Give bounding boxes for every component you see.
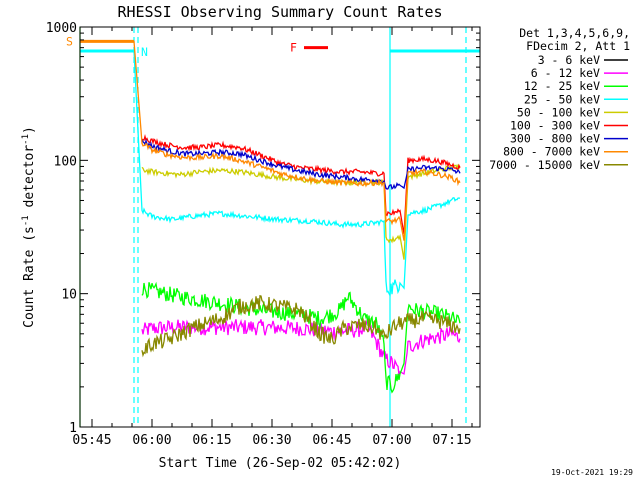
series-line — [141, 318, 461, 376]
legend-entry-label: 25 - 50 keV — [524, 92, 600, 106]
y-axis-label: Count Rate (s-1 detector-1) — [21, 126, 37, 328]
x-tick-label: 07:15 — [432, 433, 471, 448]
series-line — [141, 295, 461, 358]
legend-entry-label: 3 - 6 keV — [538, 53, 600, 67]
chart-title: RHESSI Observing Summary Count Rates — [117, 3, 442, 21]
legend: Det 1,3,4,5,6,9, FDecim 2, Att 1 3 - 6 k… — [489, 26, 630, 172]
x-tick-label: 06:30 — [252, 433, 291, 448]
series-lines — [80, 40, 461, 394]
x-tick-label: 05:45 — [72, 433, 111, 448]
legend-entry-label: 800 - 7000 keV — [503, 145, 600, 159]
flag-bars: SN F — [66, 34, 480, 59]
x-axis-ticks: 05:45 06:00 06:15 06:30 06:45 07:00 07:15 — [72, 27, 473, 448]
legend-entry-label: 100 - 300 keV — [510, 119, 600, 133]
flag-annotation: S — [66, 34, 73, 48]
legend-entry-label: 6 - 12 keV — [531, 66, 600, 80]
x-tick-label: 06:45 — [312, 433, 351, 448]
y-tick-label: 100 — [54, 154, 77, 169]
legend-entry-label: 50 - 100 keV — [517, 105, 600, 119]
x-tick-label: 06:15 — [192, 433, 231, 448]
x-tick-label: 06:00 — [132, 433, 171, 448]
y-tick-label: 10 — [61, 288, 77, 303]
series-line — [80, 40, 461, 241]
flag-annotation: F — [290, 41, 297, 55]
y-axis-label-part2: detector — [22, 145, 37, 216]
series-line — [80, 50, 461, 298]
plot-frame — [79, 26, 481, 428]
legend-entry-label: 7000 - 15000 keV — [489, 158, 600, 172]
y-axis-label-sup1: -1 — [21, 215, 31, 226]
y-tick-label: 1000 — [46, 21, 77, 36]
flag-annotation: N — [141, 45, 148, 59]
x-axis-label: Start Time (26-Sep-02 05:42:02) — [159, 456, 402, 471]
legend-entry-label: 300 - 800 keV — [510, 132, 600, 146]
y-axis-ticks: 1 10 100 1000 — [46, 21, 480, 436]
x-tick-label: 07:00 — [372, 433, 411, 448]
y-tick-label: 1 — [69, 421, 77, 436]
series-line — [141, 138, 461, 190]
legend-entry-label: 12 - 25 keV — [524, 79, 600, 93]
y-axis-label-part3: ) — [22, 126, 37, 134]
generation-timestamp: 19-Oct-2021 19:29 — [551, 468, 633, 477]
legend-header-line2: FDecim 2, Att 1 — [526, 39, 630, 53]
plot-area: S N F 1 10 100 1000 05:45 06:00 06:15 06:30 06:45… — [46, 21, 481, 448]
legend-header-line1: Det 1,3,4,5,6,9, — [519, 26, 630, 40]
y-axis-label-sup2: -1 — [21, 134, 31, 145]
y-axis-label-part1: Count Rate (s — [22, 226, 37, 328]
